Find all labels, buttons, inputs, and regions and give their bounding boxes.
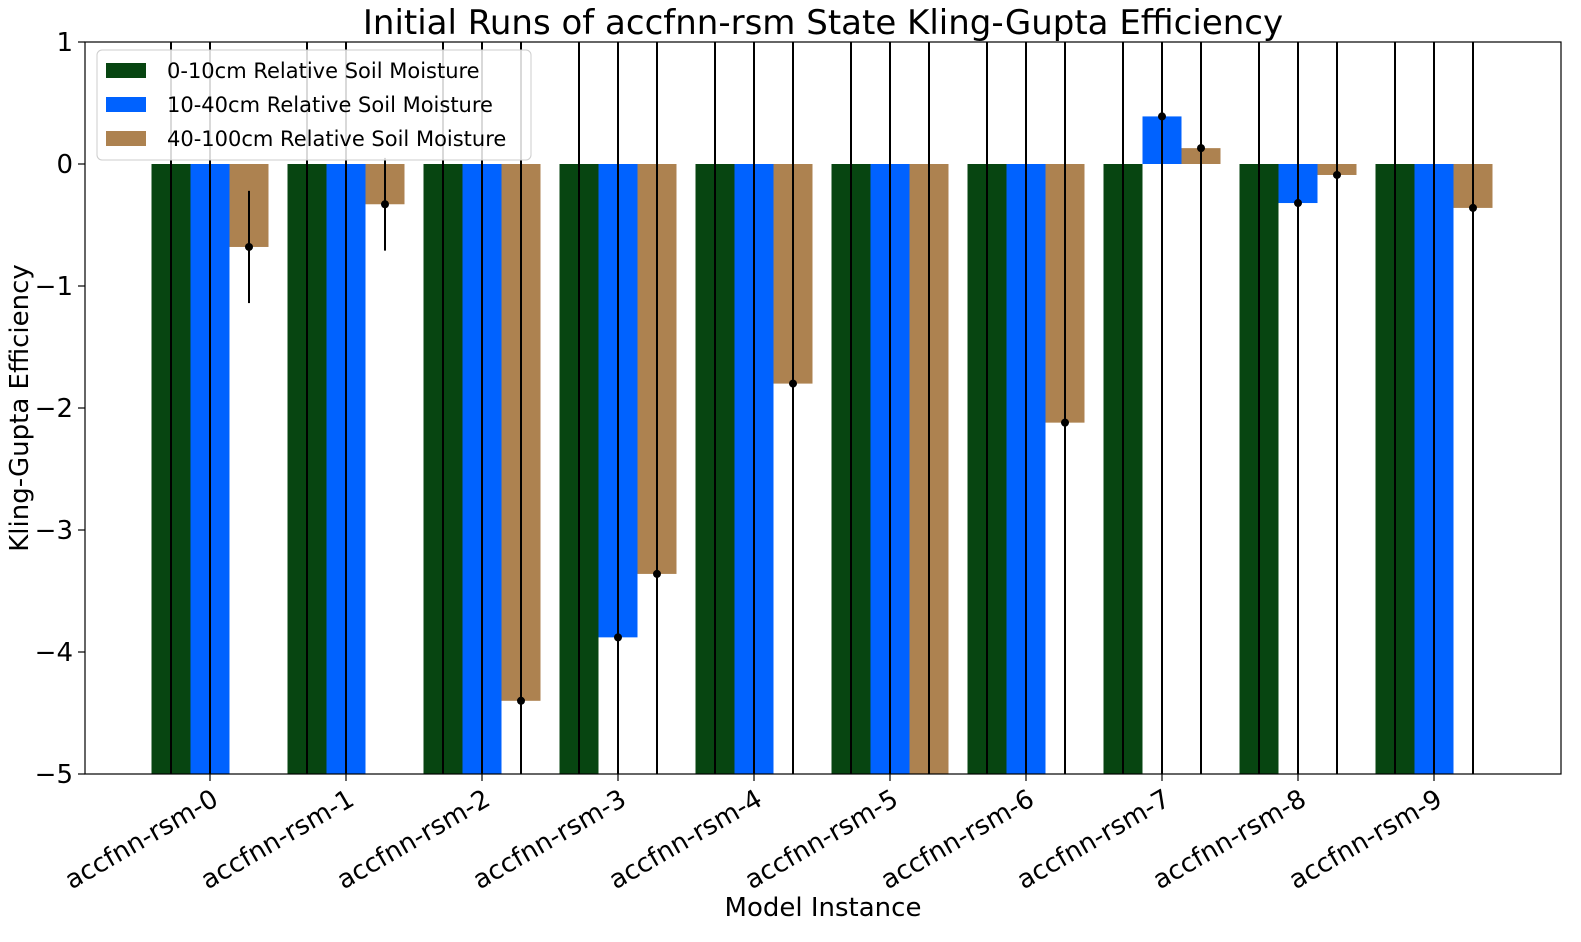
plot-area <box>151 42 1493 774</box>
x-tick-label: accfnn-rsm-0 <box>60 784 224 896</box>
mean-dot <box>381 200 389 209</box>
mean-dot <box>653 569 661 578</box>
legend-label: 0-10cm Relative Soil Moisture <box>167 59 480 83</box>
x-tick-label: accfnn-rsm-1 <box>196 784 360 896</box>
legend-swatch <box>106 63 146 78</box>
y-tick-label: −5 <box>35 760 73 790</box>
y-tick-label: −3 <box>35 516 73 546</box>
x-tick-label: accfnn-rsm-2 <box>332 784 496 896</box>
plot-frame <box>84 41 1562 775</box>
legend-box <box>96 49 532 161</box>
mean-dot <box>245 242 253 251</box>
mean-dot <box>614 633 622 642</box>
y-axis-label: Kling-Gupta Efficiency <box>5 264 35 552</box>
legend-label: 10-40cm Relative Soil Moisture <box>167 93 493 117</box>
mean-dot <box>1158 112 1166 121</box>
mean-dot <box>517 696 525 705</box>
mean-dot <box>1469 203 1477 212</box>
y-tick-label: 0 <box>56 150 73 180</box>
legend-swatch <box>106 97 146 112</box>
x-tick-label: accfnn-rsm-9 <box>1284 784 1448 896</box>
mean-dot <box>1197 144 1205 153</box>
x-tick-label: accfnn-rsm-4 <box>604 784 768 896</box>
mean-dot <box>1294 199 1302 208</box>
chart-title: Initial Runs of accfnn-rsm State Kling-G… <box>363 3 1283 43</box>
mean-dot <box>1061 418 1069 427</box>
y-tick-label: −4 <box>35 638 73 668</box>
y-tick-label: −2 <box>35 394 73 424</box>
y-tick-label: −1 <box>35 272 73 302</box>
mean-dot <box>1333 170 1341 179</box>
y-tick-label: 1 <box>56 28 73 58</box>
x-axis-label: Model Instance <box>725 893 922 923</box>
legend-label: 40-100cm Relative Soil Moisture <box>167 127 506 151</box>
legend-swatch <box>106 131 146 146</box>
x-tick-label: accfnn-rsm-6 <box>876 784 1040 896</box>
mean-dot <box>789 379 797 388</box>
x-tick-label: accfnn-rsm-5 <box>740 784 904 896</box>
x-tick-label: accfnn-rsm-7 <box>1012 784 1176 896</box>
x-tick-label: accfnn-rsm-8 <box>1148 784 1312 896</box>
x-tick-label: accfnn-rsm-3 <box>468 784 632 896</box>
